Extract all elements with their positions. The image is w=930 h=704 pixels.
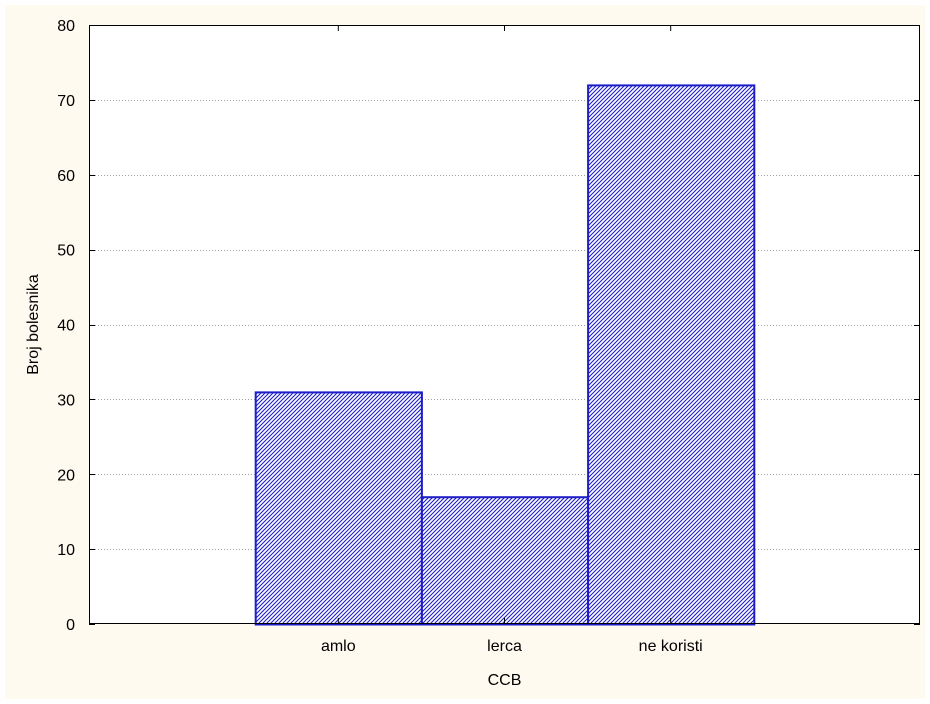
y-tick-label: 60: [57, 168, 75, 185]
bars: [254, 84, 756, 626]
y-tick-label: 80: [57, 18, 75, 35]
y-axis: 0 10 20 30 40 50 60 70 80: [57, 18, 920, 634]
gridlines: [89, 100, 920, 550]
x-axis: amlo lerca ne koristi: [321, 25, 703, 655]
y-tick-label: 40: [57, 318, 75, 335]
bar-ne-koristi: [587, 84, 756, 626]
bar-amlo: [254, 391, 423, 626]
x-tick-label: ne koristi: [639, 638, 703, 655]
y-axis-title: Broj bolesnika: [25, 274, 42, 375]
x-axis-title: CCB: [488, 672, 522, 689]
y-tick-label: 0: [66, 617, 75, 634]
x-tick-label: lerca: [487, 638, 522, 655]
bar-chart: 0 10 20 30 40 50 60 70 80 amlo lerca ne koristi CC…: [25, 18, 920, 689]
y-tick-label: 10: [57, 542, 75, 559]
y-tick-label: 50: [57, 243, 75, 260]
bar-lerca: [420, 496, 590, 626]
chart-figure: 0 10 20 30 40 50 60 70 80 amlo lerca ne koristi CC…: [5, 5, 925, 699]
y-tick-label: 70: [57, 93, 75, 110]
x-tick-label: amlo: [321, 638, 356, 655]
y-tick-label: 20: [57, 467, 75, 484]
y-tick-label: 30: [57, 392, 75, 409]
